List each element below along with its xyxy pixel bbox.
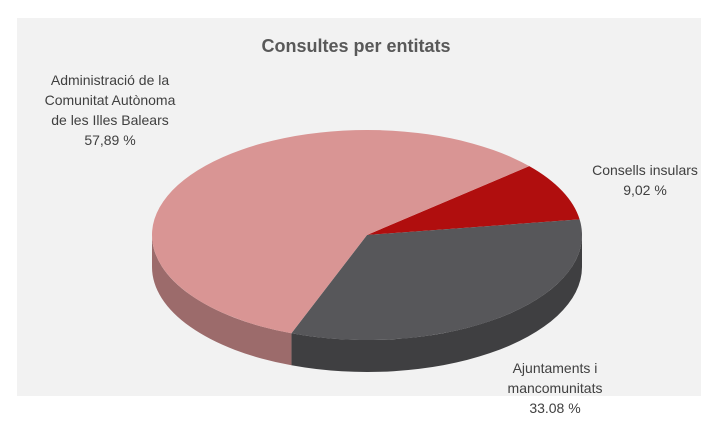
value-label: 33.08 % bbox=[529, 400, 581, 416]
chart-title: Consultes per entitats bbox=[261, 36, 451, 56]
category-label: Consells insulars bbox=[592, 162, 698, 178]
data-label: Ajuntaments i mancomunitats 33.08 % bbox=[480, 358, 630, 418]
value-label: 9,02 % bbox=[623, 182, 667, 198]
slice-side bbox=[151, 235, 292, 366]
data-label: Administració de la Comunitat Autònoma d… bbox=[40, 70, 180, 150]
data-label: Consells insulars 9,02 % bbox=[570, 160, 712, 200]
category-label: Ajuntaments i mancomunitats bbox=[507, 360, 603, 396]
slice bbox=[291, 219, 582, 340]
value-label: 57,89 % bbox=[84, 132, 136, 148]
category-label: Administració de la Comunitat Autònoma d… bbox=[44, 72, 176, 128]
slice bbox=[151, 129, 530, 334]
slice bbox=[367, 166, 580, 235]
slice-side bbox=[291, 235, 582, 372]
